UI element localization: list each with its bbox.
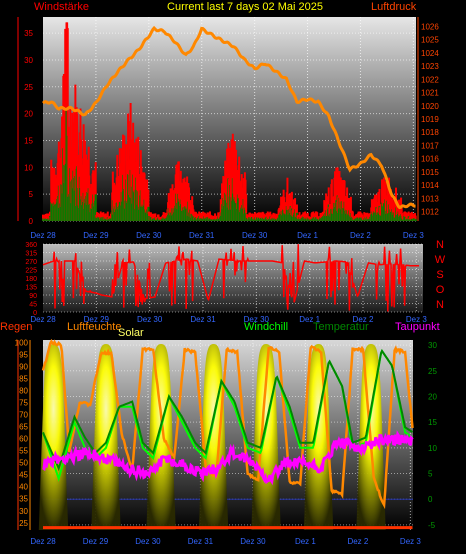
y-tick-label-pressure: 1016 — [421, 155, 439, 164]
legend-luftfeuchte: Luftfeuchte — [67, 321, 121, 333]
y-tick-label-pressure: 1020 — [421, 102, 439, 111]
x-tick-label: Dez 30 — [240, 537, 266, 546]
x-tick-label: Dez 30 — [242, 231, 268, 240]
legend-windchill: Windchill — [244, 321, 288, 333]
y-tick-label-wind: 0 — [29, 217, 34, 226]
y-tick-label-wind: 5 — [29, 190, 34, 199]
y-tick-label-pressure: 1017 — [421, 141, 439, 150]
x-tick-label: Dez 30 — [136, 231, 162, 240]
y-tick-label-temperature: 20 — [428, 392, 437, 401]
direction-label: N — [436, 299, 444, 311]
direction-label: W — [435, 254, 446, 266]
direction-label: N — [436, 239, 444, 251]
x-tick-label: Dez 31 — [190, 315, 216, 324]
y-tick-label-pressure: 1023 — [421, 62, 439, 71]
x-tick-label: Dez 29 — [83, 537, 109, 546]
direction-label: O — [436, 284, 445, 296]
y-tick-label-temperature: -5 — [428, 521, 436, 530]
y-tick-label-direction: 180 — [25, 276, 37, 283]
y-tick-label-humidity: 95 — [19, 350, 28, 359]
y-tick-label-humidity: 75 — [19, 399, 28, 408]
x-tick-label: Dez 2 — [350, 231, 371, 240]
title-text: Current last 7 days 02 Mai 2025 — [167, 1, 323, 13]
legend-temperatur: Temperatur — [313, 321, 369, 333]
y-tick-label-humidity: 30 — [19, 507, 28, 516]
x-tick-label: Dez 1 — [297, 231, 318, 240]
y-tick-label-pressure: 1019 — [421, 115, 439, 124]
x-tick-label: Dez 30 — [137, 315, 163, 324]
legend-regen: Regen — [0, 321, 32, 333]
x-tick-label: Dez 29 — [83, 231, 109, 240]
y-tick-label-humidity: 40 — [19, 483, 28, 492]
y-tick-label-humidity: 70 — [19, 411, 28, 420]
x-tick-label: Dez 3 — [403, 231, 424, 240]
legend-solar: Solar — [118, 327, 144, 339]
right-axis-label: Luftdruck — [371, 1, 417, 13]
y-tick-label-direction: 45 — [29, 302, 37, 309]
y-tick-label-pressure: 1022 — [421, 75, 439, 84]
y-tick-label-pressure: 1012 — [421, 208, 439, 217]
y-tick-label-temperature: 5 — [428, 470, 433, 479]
y-tick-label-humidity: 45 — [19, 471, 28, 480]
y-tick-label-wind: 10 — [24, 163, 33, 172]
x-tick-label: Dez 31 — [189, 231, 215, 240]
x-tick-label: Dez 1 — [295, 537, 316, 546]
y-tick-label-humidity: 55 — [19, 447, 28, 456]
y-tick-label-humidity: 100 — [15, 338, 29, 347]
y-tick-label-direction: 360 — [25, 242, 37, 249]
y-tick-label-direction: 135 — [25, 285, 37, 292]
y-tick-label-humidity: 25 — [19, 519, 28, 528]
x-tick-label: Dez 28 — [30, 537, 56, 546]
y-tick-label-direction: 315 — [25, 251, 37, 258]
y-tick-label-wind: 30 — [24, 56, 33, 65]
x-tick-label: Dez 2 — [347, 537, 368, 546]
y-tick-label-temperature: 10 — [428, 444, 437, 453]
y-tick-label-direction: 270 — [25, 259, 37, 266]
direction-label: S — [436, 269, 443, 281]
x-tick-label: Dez 30 — [135, 537, 161, 546]
y-tick-label-pressure: 1013 — [421, 194, 439, 203]
y-tick-label-wind: 25 — [24, 83, 33, 92]
y-tick-label-pressure: 1026 — [421, 22, 439, 31]
y-tick-label-humidity: 65 — [19, 423, 28, 432]
y-tick-label-temperature: 0 — [428, 495, 433, 504]
y-tick-label-pressure: 1025 — [421, 36, 439, 45]
y-tick-label-wind: 35 — [24, 29, 33, 38]
y-tick-label-pressure: 1018 — [421, 128, 439, 137]
y-tick-label-humidity: 90 — [19, 362, 28, 371]
y-tick-label-pressure: 1014 — [421, 181, 439, 190]
y-tick-label-pressure: 1021 — [421, 89, 439, 98]
y-tick-label-temperature: 15 — [428, 418, 437, 427]
y-tick-label-humidity: 60 — [19, 435, 28, 444]
y-tick-label-temperature: 25 — [428, 367, 437, 376]
x-tick-label: Dez 3 — [400, 537, 421, 546]
left-axis-label: Windstärke — [34, 1, 89, 13]
y-tick-label-humidity: 35 — [19, 495, 28, 504]
y-tick-label-pressure: 1024 — [421, 49, 439, 58]
legend-taupunkt: Taupunkt — [395, 321, 440, 333]
x-tick-label: Dez 28 — [30, 315, 56, 324]
y-tick-label-wind: 15 — [24, 136, 33, 145]
y-tick-label-direction: 225 — [25, 268, 37, 275]
y-tick-label-temperature: 30 — [428, 341, 437, 350]
y-tick-label-humidity: 50 — [19, 459, 28, 468]
y-tick-label-pressure: 1015 — [421, 168, 439, 177]
x-tick-label: Dez 31 — [188, 537, 214, 546]
y-tick-label-wind: 20 — [24, 110, 33, 119]
y-tick-label-humidity: 85 — [19, 374, 28, 383]
x-tick-label: Dez 28 — [30, 231, 56, 240]
y-tick-label-humidity: 80 — [19, 387, 28, 396]
y-tick-label-direction: 90 — [29, 293, 37, 300]
